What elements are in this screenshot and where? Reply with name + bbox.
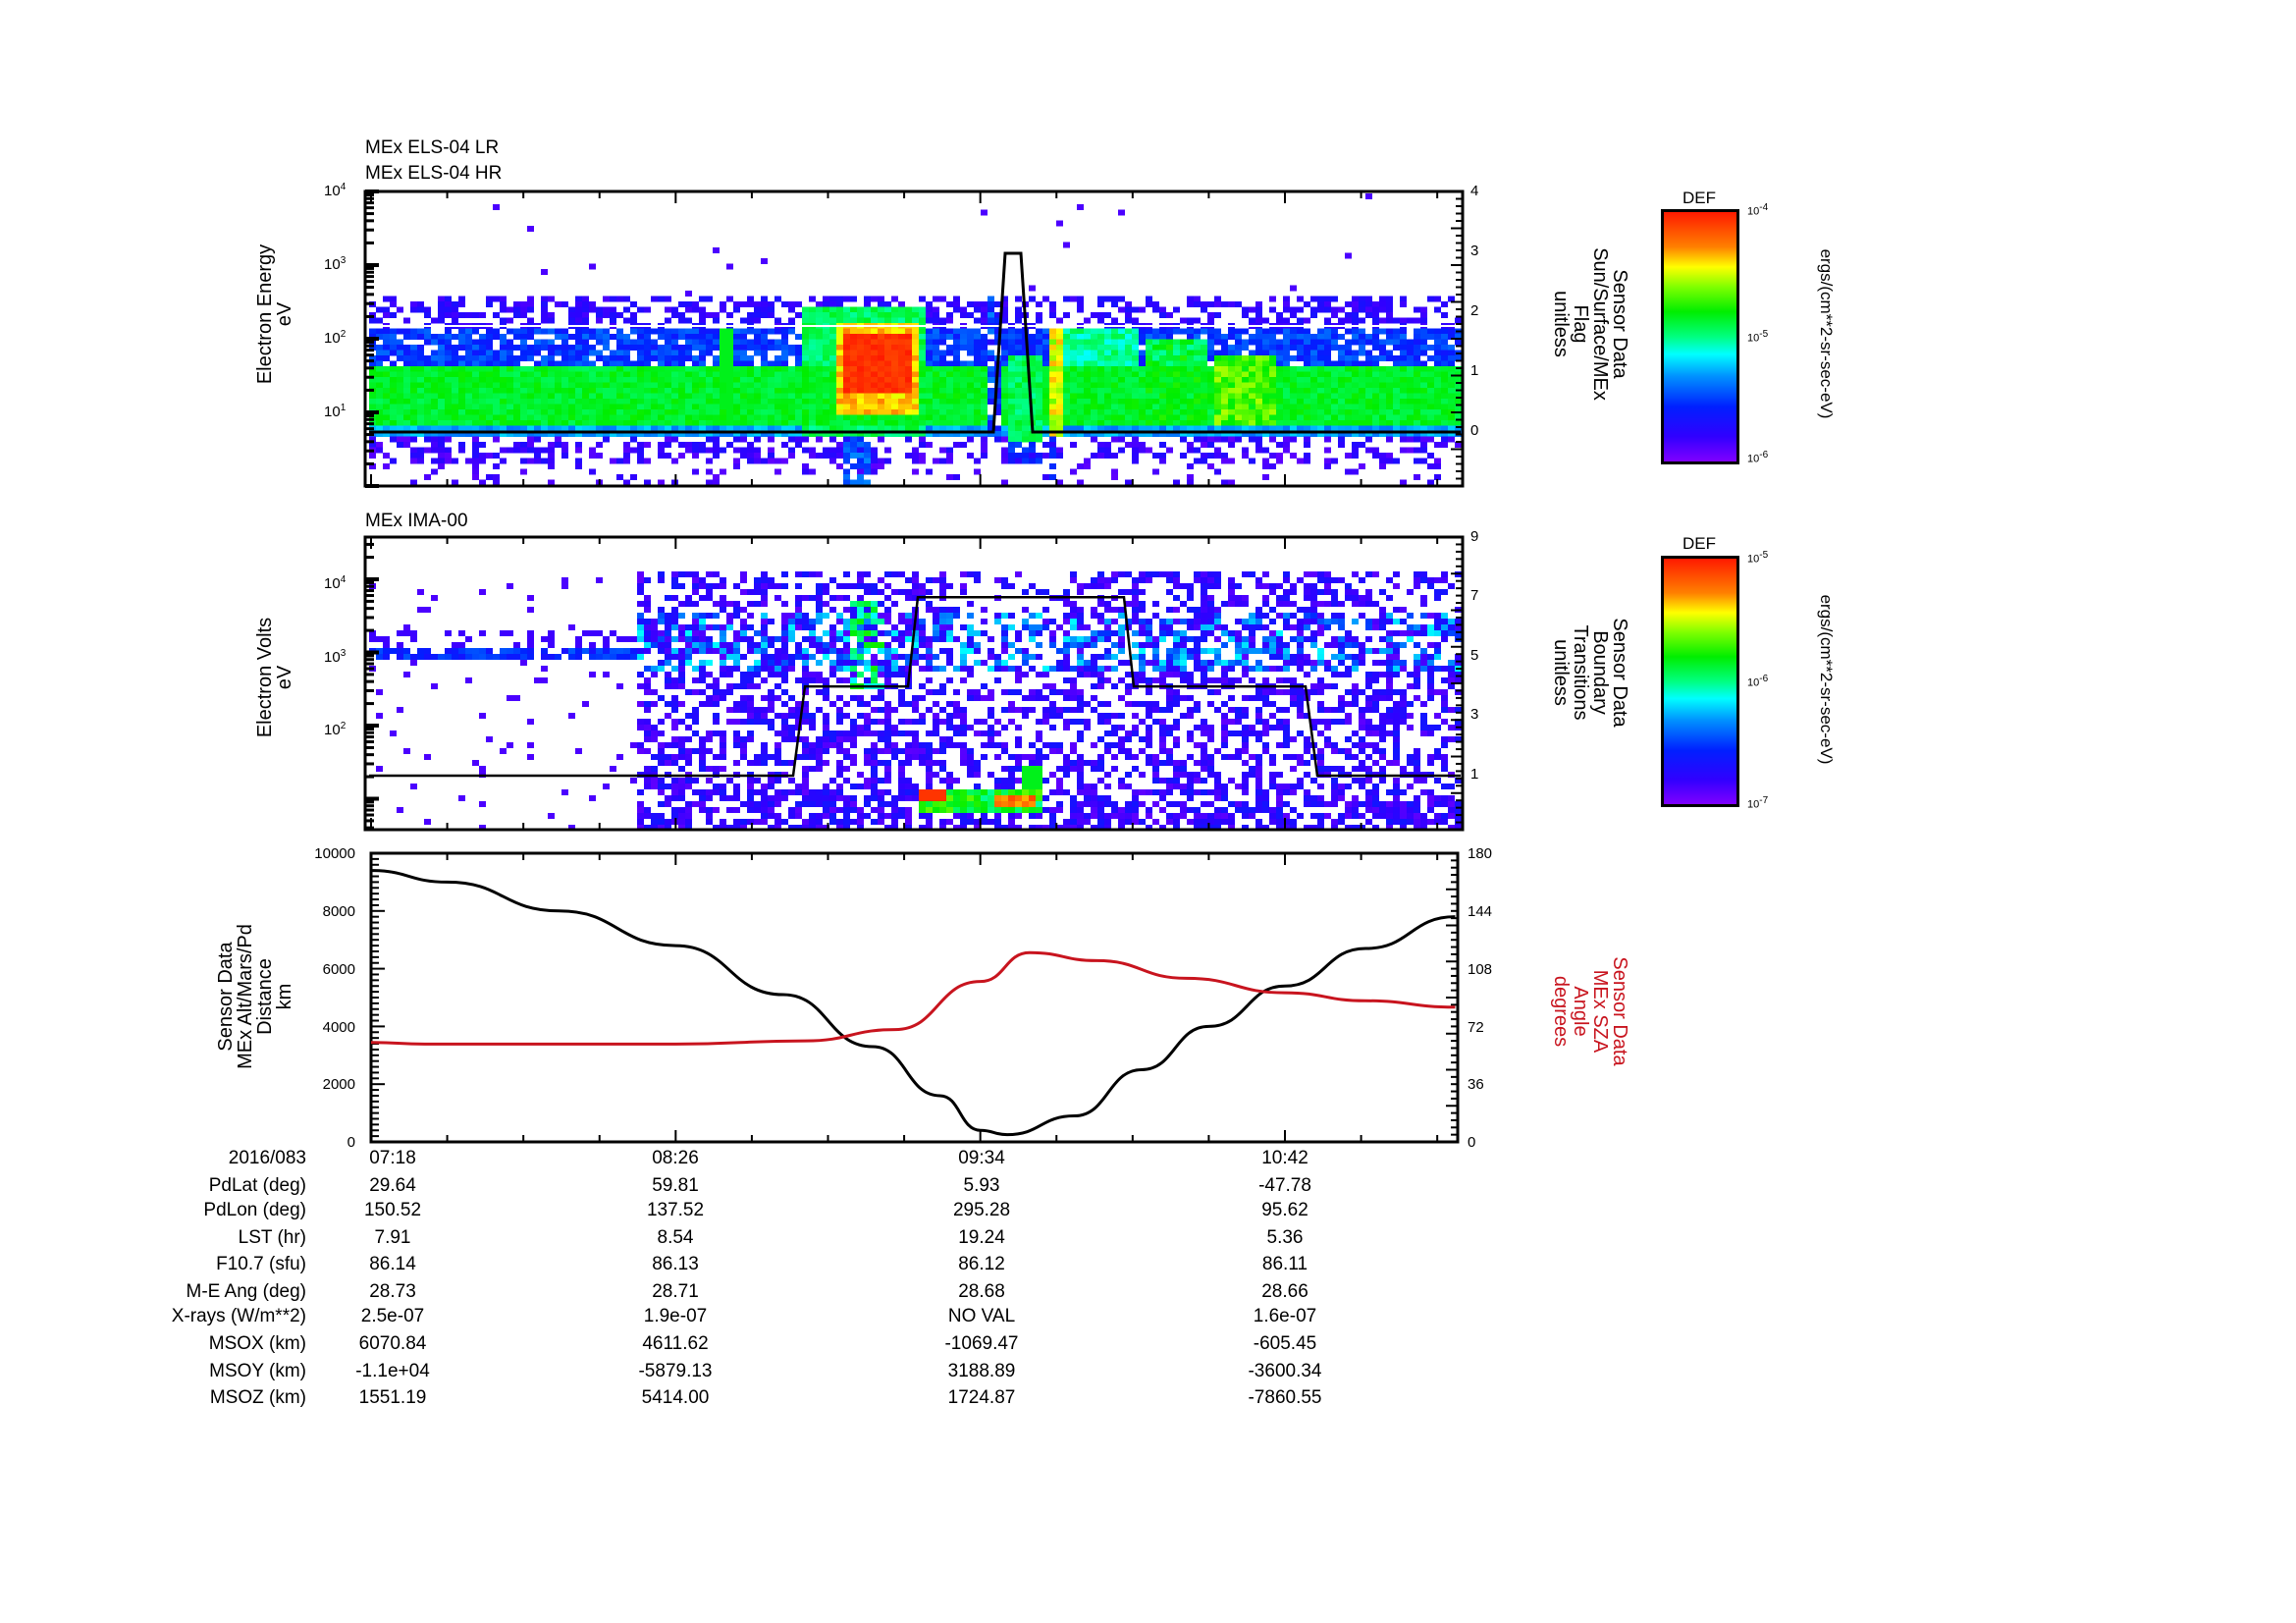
ephem-row-label: F10.7 (sfu) <box>216 1254 306 1274</box>
ephem-row-value: 86.13 <box>652 1254 699 1274</box>
overlay-lines <box>369 251 1461 1137</box>
ima-colorbar-title: DEF <box>1682 534 1716 553</box>
ephem-time-1: 08:26 <box>652 1148 699 1168</box>
ephem-row-value: 150.52 <box>363 1200 422 1220</box>
ephem-row-value: 5414.00 <box>641 1387 710 1408</box>
orbit-rtick-144: 144 <box>1468 903 1493 920</box>
ephem-row-value: 86.12 <box>958 1254 1005 1274</box>
ephem-row-value: 137.52 <box>646 1200 705 1220</box>
els-colorbar-title: DEF <box>1682 189 1716 207</box>
ephem-row-value: 19.24 <box>958 1227 1005 1248</box>
ephem-row-value: -3600.34 <box>1248 1361 1322 1381</box>
ephem-row-value: -47.78 <box>1258 1175 1311 1196</box>
els-rtick-1: 1 <box>1470 362 1479 379</box>
orbit-rtick-180: 180 <box>1468 845 1493 862</box>
els-rtick-2: 2 <box>1470 302 1479 319</box>
els-title-hr: MEx ELS-04 HR <box>365 163 503 184</box>
ephem-row-value: 86.14 <box>369 1254 416 1274</box>
ephem-row-value: 5.93 <box>963 1175 1000 1196</box>
ima-rtick-5: 5 <box>1470 647 1479 664</box>
ephem-row-value: 86.11 <box>1261 1254 1308 1274</box>
orbit-ytick-6000: 6000 <box>322 961 355 978</box>
ima-rtick-9: 9 <box>1470 528 1479 545</box>
els-ytick-1e3: 103 <box>324 255 347 273</box>
ima-cb-tick-max: 10-5 <box>1747 550 1769 566</box>
ima-ytick-1e2: 102 <box>324 721 347 738</box>
ephem-row-value: 1724.87 <box>947 1387 1016 1408</box>
ephem-row-value: 28.66 <box>1261 1281 1308 1302</box>
ephem-row-label: MSOX (km) <box>208 1333 306 1354</box>
orbit-rtick-108: 108 <box>1468 961 1493 978</box>
els-title-lr: MEx ELS-04 LR <box>365 137 500 158</box>
ephem-row-value: 59.81 <box>652 1175 699 1196</box>
ephem-row-value: 8.54 <box>657 1227 694 1248</box>
els-colorbar <box>1661 209 1739 464</box>
ima-rtick-1: 1 <box>1470 766 1479 783</box>
ima-rtick-3: 3 <box>1470 706 1479 723</box>
ephem-row-value: 5.36 <box>1266 1227 1304 1248</box>
orbit-ytick-2000: 2000 <box>322 1076 355 1093</box>
ephem-row-value: 4611.62 <box>642 1333 709 1354</box>
orbit-ytick-10000: 10000 <box>314 845 355 862</box>
ephem-row-value: 28.73 <box>369 1281 416 1302</box>
ima-rtick-7: 7 <box>1470 587 1479 604</box>
ima-ytick-1e4: 104 <box>324 574 347 592</box>
ephem-row-value: 1551.19 <box>358 1387 427 1408</box>
orbit-rtick-72: 72 <box>1468 1019 1484 1036</box>
ephem-row-value: -605.45 <box>1253 1333 1317 1354</box>
els-cb-tick-max: 10-4 <box>1747 202 1769 218</box>
ephem-row-value: 7.91 <box>374 1227 411 1248</box>
ephem-row-label: MSOZ (km) <box>209 1387 306 1408</box>
ephem-row-label: PdLat (deg) <box>208 1175 306 1196</box>
els-spectrogram <box>369 193 1462 486</box>
ephem-row-value: 29.64 <box>369 1175 416 1196</box>
els-ytick-1e4: 104 <box>324 182 347 199</box>
ephem-row-value: 295.28 <box>952 1200 1011 1220</box>
ephem-time-0: 07:18 <box>369 1148 416 1168</box>
ephem-row-value: 28.68 <box>958 1281 1005 1302</box>
ephem-row-value: 3188.89 <box>947 1361 1016 1381</box>
ephem-time-2: 09:34 <box>958 1148 1005 1168</box>
els-ytick-1e2: 102 <box>324 329 347 347</box>
ephem-row-label: LST (hr) <box>238 1227 306 1248</box>
orbit-ytick-0: 0 <box>347 1134 355 1151</box>
orbit-ytick-4000: 4000 <box>322 1019 355 1036</box>
ephem-row-value: 1.6e-07 <box>1253 1306 1317 1326</box>
els-ytick-1e1: 101 <box>324 403 347 420</box>
els-cb-tick-mid: 10-5 <box>1747 329 1769 345</box>
plot-frames <box>363 189 1465 1144</box>
ephem-date: 2016/083 <box>228 1148 306 1168</box>
ephem-row-label: X-rays (W/m**2) <box>171 1306 306 1326</box>
orbit-ytick-8000: 8000 <box>322 903 355 920</box>
ima-cb-tick-mid: 10-6 <box>1747 674 1769 689</box>
orbit-rtick-0: 0 <box>1468 1134 1476 1151</box>
ephem-row-label: MSOY (km) <box>209 1361 306 1381</box>
ephem-row-value: 6070.84 <box>358 1333 427 1354</box>
ima-spectrogram <box>369 571 1462 831</box>
ephem-row-label: PdLon (deg) <box>203 1200 306 1220</box>
ephem-time-3: 10:42 <box>1261 1148 1308 1168</box>
ima-colorbar <box>1661 556 1739 807</box>
orbit-rtick-36: 36 <box>1468 1076 1484 1093</box>
els-rtick-4: 4 <box>1470 183 1479 199</box>
ephem-row-value: 28.71 <box>652 1281 699 1302</box>
ephem-row-value: -1069.47 <box>944 1333 1019 1354</box>
els-cb-tick-min: 10-6 <box>1747 450 1769 465</box>
ima-title: MEx IMA-00 <box>365 511 468 531</box>
ephem-row-value: 2.5e-07 <box>360 1306 425 1326</box>
ephem-row-value: -7860.55 <box>1248 1387 1322 1408</box>
ephem-row-value: -5879.13 <box>638 1361 713 1381</box>
ephem-row-label: M-E Ang (deg) <box>186 1281 307 1302</box>
els-rtick-0: 0 <box>1470 422 1479 439</box>
ephem-row-value: 95.62 <box>1261 1200 1308 1220</box>
ima-cb-tick-min: 10-7 <box>1747 795 1769 811</box>
els-rtick-3: 3 <box>1470 243 1479 259</box>
ephem-row-value: NO VAL <box>947 1306 1016 1326</box>
ima-ytick-1e3: 103 <box>324 648 347 666</box>
ephem-row-value: 1.9e-07 <box>643 1306 708 1326</box>
ephem-row-value: -1.1e+04 <box>355 1361 430 1381</box>
